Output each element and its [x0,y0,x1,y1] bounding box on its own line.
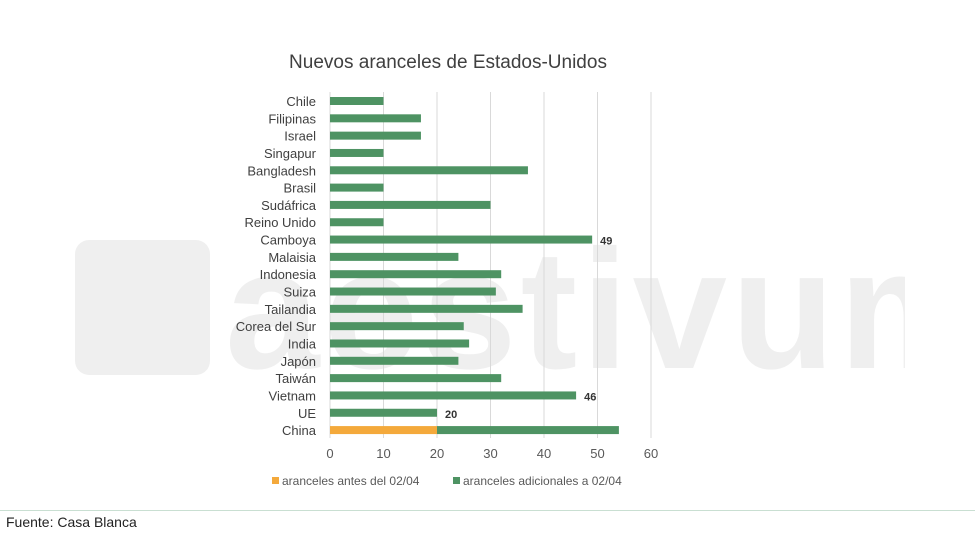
category-label: India [288,336,317,351]
category-label: UE [298,406,316,421]
category-label: Taiwán [276,371,316,386]
data-label: 49 [600,236,612,248]
category-label: Malaisia [268,250,316,265]
x-tick-label: 10 [376,446,390,461]
category-label: Indonesia [260,267,317,282]
bar-bangladesh [330,166,528,175]
x-tick-label: 50 [590,446,604,461]
bar-china [330,426,437,435]
category-label: Vietnam [269,388,316,403]
bar-camboya [330,235,593,244]
legend-swatch [272,477,279,484]
bar-india [330,339,470,348]
bar-brasil [330,183,384,192]
footer-divider [0,510,975,511]
bar-corea-del-sur [330,322,464,331]
bar-singapur [330,148,384,157]
bar-ue [330,408,437,417]
category-label: Chile [286,94,316,109]
bar-sudáfrica [330,200,491,209]
x-tick-label: 60 [644,446,658,461]
category-label: Japón [281,354,316,369]
legend-swatch [453,477,460,484]
category-label: Filipinas [268,111,316,126]
legend-label: aranceles antes del 02/04 [282,474,420,488]
category-label: Sudáfrica [261,198,317,213]
category-label: Tailandia [265,302,317,317]
x-tick-label: 30 [483,446,497,461]
bar-tailandia [330,304,523,313]
category-label: Camboya [260,233,316,248]
category-label: Brasil [283,181,316,196]
bar-suiza [330,287,496,296]
x-tick-label: 0 [326,446,333,461]
bar-chile [330,97,384,105]
bar-taiwán [330,374,502,383]
category-label: Bangladesh [247,163,316,178]
bar-vietnam [330,391,577,400]
category-label: Israel [284,129,316,144]
category-label: Reino Unido [244,215,316,230]
data-label: 20 [445,409,457,421]
bar-indonesia [330,270,502,279]
x-tick-label: 40 [537,446,551,461]
category-label: Singapur [264,146,317,161]
bar-reino-unido [330,218,384,227]
bar-israel [330,131,421,140]
category-label: Corea del Sur [236,319,317,334]
bar-malaisia [330,252,459,261]
data-label: 46 [584,391,596,403]
bar-china [437,426,619,435]
category-label: Suiza [283,285,316,300]
x-tick-label: 20 [430,446,444,461]
category-label: China [282,423,317,438]
source-note: Fuente: Casa Blanca [6,514,137,530]
bar-japón [330,356,459,365]
bar-filipinas [330,114,421,123]
chart-title: Nuevos aranceles de Estados-Unidos [289,52,607,73]
legend-label: aranceles adicionales a 02/04 [463,474,622,488]
